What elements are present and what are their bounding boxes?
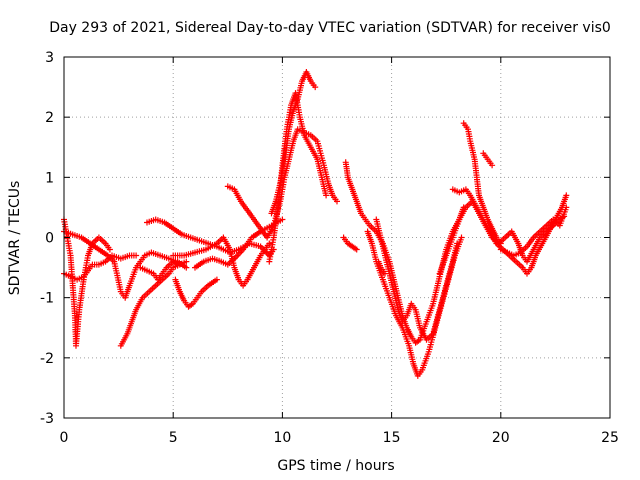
series-arc-8 xyxy=(170,234,273,289)
series-arc-4 xyxy=(117,258,190,349)
y-tick-label: 0 xyxy=(45,231,54,247)
y-tick-label: -2 xyxy=(40,351,54,367)
series-arc-16 xyxy=(340,234,360,253)
x-ticks: 0 5 10 15 20 25 xyxy=(60,57,619,446)
x-tick-label: 5 xyxy=(169,430,178,446)
y-tick-label: -1 xyxy=(40,291,54,307)
y-tick-label: 2 xyxy=(45,110,54,126)
series-arc-20 xyxy=(460,120,504,247)
data-series xyxy=(61,69,570,379)
y-ticks: -3 -2 -1 0 1 2 3 xyxy=(40,50,610,427)
series-arc-5 xyxy=(137,258,181,283)
x-tick-label: 20 xyxy=(492,430,510,446)
x-tick-label: 25 xyxy=(601,430,619,446)
series-arc-21 xyxy=(480,150,496,169)
series-arc-13 xyxy=(342,159,467,346)
series-arc-6 xyxy=(172,276,220,310)
grid-lines xyxy=(64,57,610,418)
x-tick-label: 15 xyxy=(383,430,401,446)
series-arc-15 xyxy=(373,216,461,343)
series-arc-1 xyxy=(61,216,113,349)
series-arc-17 xyxy=(375,258,388,277)
y-axis-label: SDTVAR / TECUs xyxy=(7,181,23,296)
y-tick-label: 1 xyxy=(45,170,54,186)
y-tick-label: 3 xyxy=(45,50,54,66)
x-tick-label: 0 xyxy=(60,430,69,446)
series-arc-22 xyxy=(497,204,570,259)
x-tick-label: 10 xyxy=(273,430,291,446)
x-axis-label: GPS time / hours xyxy=(277,458,394,474)
series-arc-12 xyxy=(266,90,330,265)
y-tick-label: -3 xyxy=(40,411,54,427)
chart-title: Day 293 of 2021, Sidereal Day-to-day VTE… xyxy=(49,20,611,36)
